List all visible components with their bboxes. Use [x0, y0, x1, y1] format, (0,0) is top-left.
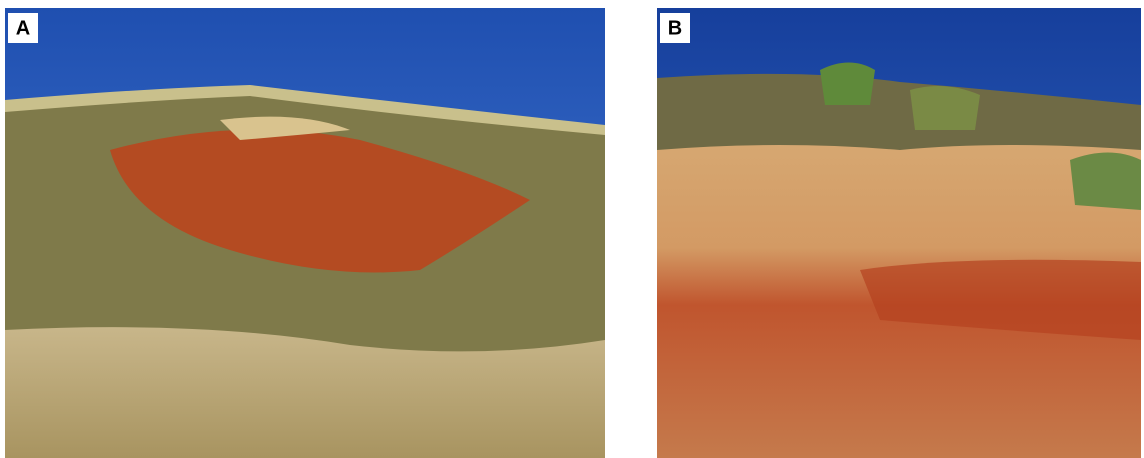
shrub: [910, 86, 980, 130]
photo-a: A: [5, 8, 605, 458]
figure: A B: [0, 0, 1144, 458]
photo-b: B: [657, 8, 1141, 458]
page: A B (() => { const data = JSON.parse(doc…: [0, 0, 1144, 458]
shrub: [820, 63, 875, 106]
shrub: [1070, 153, 1141, 211]
panel-label: A: [16, 17, 30, 39]
panel-label: B: [668, 17, 682, 39]
